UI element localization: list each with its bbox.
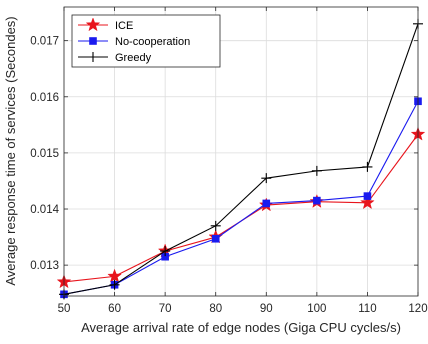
x-tick-label: 120 [408,303,427,315]
data-point-no-cooperation [161,252,169,261]
x-tick-label: 50 [58,303,71,315]
x-tick-label: 110 [358,303,376,315]
plot-frame [63,6,419,297]
x-tick-label: 60 [108,303,121,315]
data-point-greedy [362,161,373,172]
legend-marker-no-cooperation [89,37,97,45]
y-tick-label: 0.015 [30,148,59,160]
y-tick-label: 0.017 [30,36,59,48]
y-tick-label: 0.016 [30,92,59,104]
data-point-greedy [261,173,272,184]
legend-label-ice: ICE [115,20,133,32]
series-line-no-cooperation [63,101,419,295]
data-point-greedy [311,165,322,176]
y-axis-title: Average response time of services (Secon… [3,16,18,285]
data-point-greedy [210,220,221,231]
data-point-greedy [160,246,171,257]
x-axis-title: Average arrival rate of edge nodes (Giga… [81,320,401,335]
x-tick-label: 90 [260,303,273,315]
axis-ticks: 50 60 70 80 90 100 110 120 0.013 0.014 0.015 0.016 0… [30,7,428,315]
data-point-greedy [109,279,120,290]
y-tick-label: 0.013 [30,260,59,272]
x-tick-label: 70 [159,303,172,315]
legend-marker-greedy [88,52,98,62]
legend-label-greedy: Greedy [115,52,152,64]
x-tick-label: 80 [209,303,222,315]
series-line-greedy [63,23,419,295]
data-point-ice [360,195,375,210]
legend-label-no-cooperation: No-cooperation [115,36,190,48]
legend: ICE No-cooperation Greedy [71,14,221,68]
data-point-no-cooperation [211,234,220,243]
data-point-no-cooperation [313,196,321,205]
y-tick-label: 0.014 [30,204,59,216]
legend-marker-ice [85,17,101,32]
data-point-no-cooperation [262,199,271,208]
data-point-no-cooperation [363,192,372,200]
data-point-ice [107,268,122,283]
x-tick-label: 100 [307,303,326,315]
